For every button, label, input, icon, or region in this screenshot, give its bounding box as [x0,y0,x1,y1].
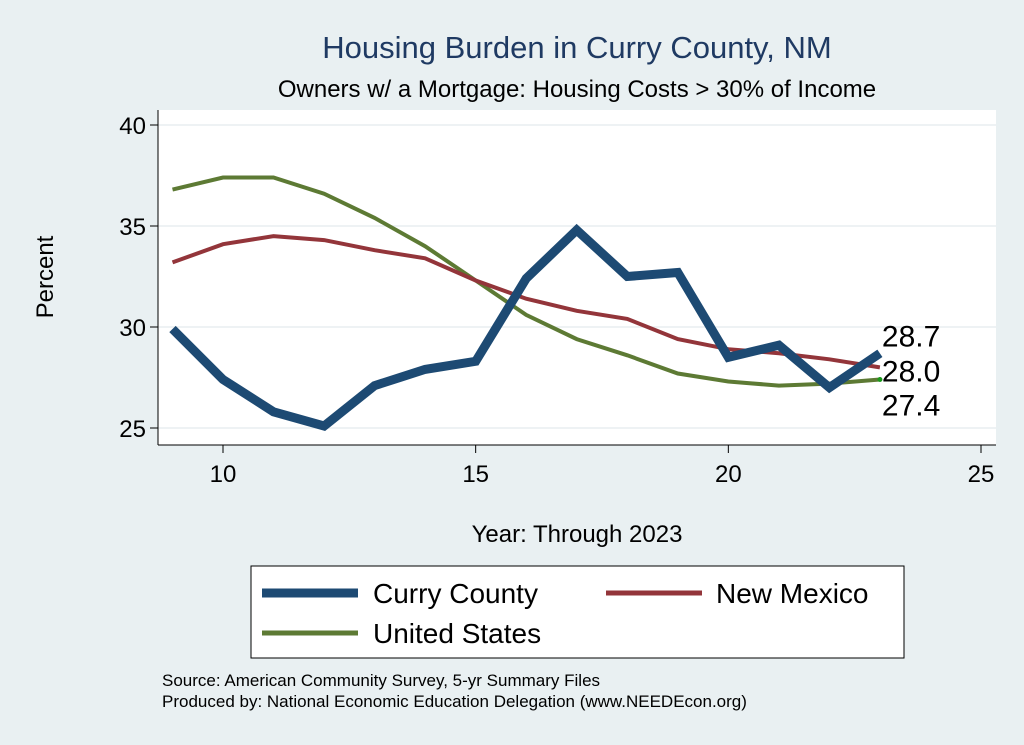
source-line: Source: American Community Survey, 5-yr … [162,671,600,690]
chart-subtitle: Owners w/ a Mortgage: Housing Costs > 30… [278,76,876,103]
y-tick-label: 25 [119,416,146,443]
x-tick-label: 15 [462,461,489,488]
y-tick-label: 30 [119,315,146,342]
series-line-curry-county [169,223,883,431]
x-tick-label: 20 [715,461,742,488]
legend-box [250,565,905,659]
end-labels: 28.728.027.4 [882,320,940,422]
x-tick-label: 10 [210,461,237,488]
axis-ticks: 25 30 35 40 10 15 20 25 [119,113,994,488]
y-axis-label: Percent [32,235,59,318]
legend-label-curry-county: Curry County [373,578,538,609]
end-point-marker [877,377,883,383]
plot-area [158,110,996,445]
y-tick-label: 35 [119,214,146,241]
end-label-united-states: 27.4 [882,390,940,423]
end-label-new-mexico: 28.0 [882,355,940,388]
legend-label-new-mexico: New Mexico [716,578,868,609]
x-axis-label: Year: Through 2023 [472,521,683,548]
legend-label-united-states: United States [373,618,541,649]
y-tick-label: 40 [119,113,146,140]
series-line-united-states [172,175,881,388]
x-tick-label: 25 [968,461,995,488]
chart-title: Housing Burden in Curry County, NM [322,30,831,65]
produced-by-line: Produced by: National Economic Education… [162,692,747,711]
end-label-curry-county: 28.7 [882,320,940,353]
series-lines [169,175,883,431]
legend: Curry County New Mexico United States [250,565,905,659]
